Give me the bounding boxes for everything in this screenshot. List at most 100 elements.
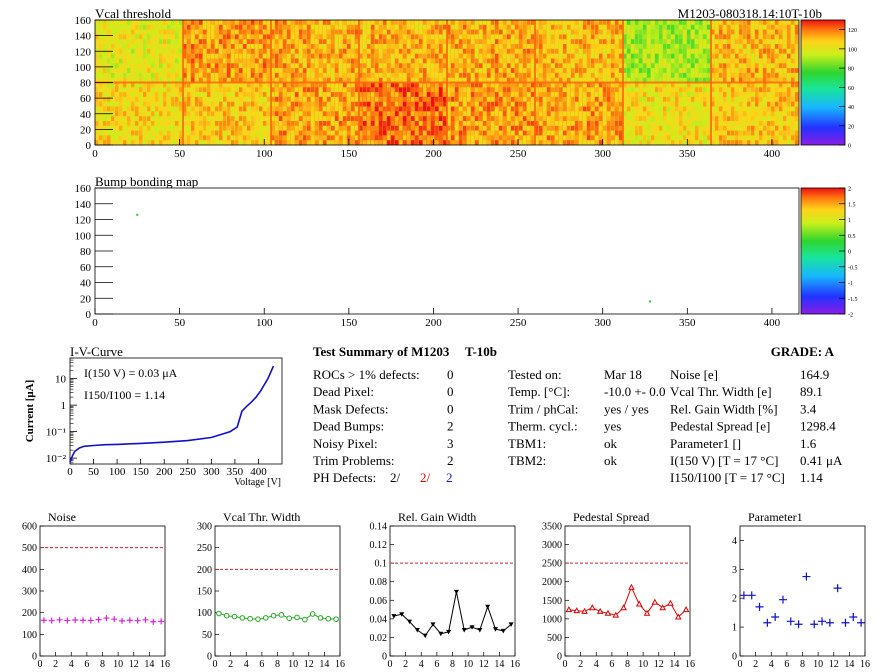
pixel-noise — [747, 63, 751, 69]
pixel-noise — [151, 130, 155, 136]
pixel-noise — [519, 48, 523, 54]
pixel-noise — [319, 77, 323, 83]
pixel-noise — [587, 29, 591, 35]
pixel-noise — [183, 140, 187, 146]
pixel-noise — [691, 68, 695, 74]
pixel-noise — [275, 29, 279, 35]
pixel-noise — [791, 29, 795, 35]
pixel-noise — [459, 96, 463, 102]
pixel-noise — [655, 63, 659, 69]
pixel-noise — [163, 34, 167, 40]
pixel-noise — [231, 44, 235, 50]
pixel-noise — [423, 96, 427, 102]
pixel-noise — [243, 24, 247, 30]
pixel-noise — [767, 39, 771, 45]
pixel-noise — [783, 130, 787, 136]
pixel-noise — [475, 77, 479, 83]
pixel-noise — [323, 58, 327, 64]
pixel-noise — [287, 135, 291, 141]
pixel-noise — [427, 111, 431, 117]
pixel-noise — [179, 135, 183, 141]
pixel-noise — [695, 125, 699, 131]
pixel-noise — [503, 24, 507, 30]
pixel-noise — [579, 111, 583, 117]
pixel-noise — [635, 96, 639, 102]
pixel-noise — [403, 116, 407, 122]
pixel-noise — [315, 82, 319, 88]
pixel-noise — [759, 121, 763, 127]
pixel-noise — [467, 130, 471, 136]
pixel-noise — [495, 34, 499, 40]
pixel-noise — [471, 58, 475, 64]
vcal-colorbar-label: 0 — [848, 144, 851, 150]
pixel-noise — [703, 106, 707, 112]
pixel-noise — [703, 140, 707, 146]
pixel-noise — [271, 82, 275, 88]
pixel-noise — [667, 48, 671, 54]
pixel-noise — [491, 135, 495, 141]
pixel-noise — [351, 106, 355, 112]
pixel-noise — [659, 135, 663, 141]
pixel-noise — [651, 111, 655, 117]
pixel-noise — [195, 48, 199, 54]
pixel-noise — [551, 135, 555, 141]
pixel-noise — [415, 121, 419, 127]
pixel-noise — [571, 53, 575, 59]
pixel-noise — [367, 39, 371, 45]
pixel-noise — [115, 106, 119, 112]
pixel-noise — [243, 53, 247, 59]
pixel-noise — [415, 96, 419, 102]
pixel-noise — [643, 72, 647, 78]
pixel-noise — [539, 130, 543, 136]
pixel-noise — [163, 116, 167, 122]
pixel-noise — [271, 39, 275, 45]
pixel-noise — [203, 44, 207, 50]
pixel-noise — [707, 53, 711, 59]
pixel-noise — [135, 29, 139, 35]
pixel-noise — [387, 63, 391, 69]
pixel-noise — [151, 111, 155, 117]
pixel-noise — [311, 121, 315, 127]
pixel-noise — [155, 24, 159, 30]
pixel-noise — [411, 92, 415, 98]
summary-point — [247, 615, 253, 622]
pixel-noise — [311, 48, 315, 54]
pixel-noise — [307, 101, 311, 107]
pixel-noise — [611, 140, 615, 146]
pixel-noise — [391, 87, 395, 93]
pixel-noise — [655, 24, 659, 30]
pixel-noise — [591, 130, 595, 136]
pixel-noise — [583, 116, 587, 122]
pixel-noise — [215, 106, 219, 112]
pixel-noise — [655, 140, 659, 146]
pixel-noise — [411, 125, 415, 131]
pixel-noise — [303, 96, 307, 102]
pixel-noise — [519, 24, 523, 30]
pixel-noise — [183, 29, 187, 35]
pixel-noise — [491, 87, 495, 93]
pixel-noise — [291, 111, 295, 117]
pixel-noise — [551, 82, 555, 88]
pixel-noise — [675, 72, 679, 78]
pixel-noise — [695, 106, 699, 112]
pixel-noise — [687, 106, 691, 112]
pixel-noise — [467, 96, 471, 102]
pixel-noise — [647, 92, 651, 98]
pixel-noise — [375, 135, 379, 141]
pixel-noise — [683, 63, 687, 69]
pixel-noise — [663, 72, 667, 78]
pixel-noise — [491, 96, 495, 102]
pixel-noise — [635, 135, 639, 141]
pixel-noise — [687, 135, 691, 141]
summary-y-tick-label: 0.08 — [370, 577, 388, 588]
pixel-noise — [527, 68, 531, 74]
pixel-noise — [231, 111, 235, 117]
pixel-noise — [671, 87, 675, 93]
pixel-noise — [103, 96, 107, 102]
pixel-noise — [471, 87, 475, 93]
pixel-noise — [415, 63, 419, 69]
pixel-noise — [411, 135, 415, 141]
pixel-noise — [247, 29, 251, 35]
pixel-noise — [155, 29, 159, 35]
pixel-noise — [311, 111, 315, 117]
